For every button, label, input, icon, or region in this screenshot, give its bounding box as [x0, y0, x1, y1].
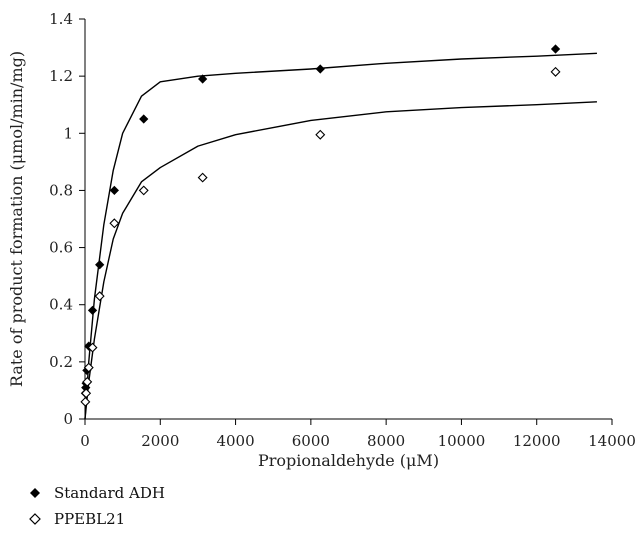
- legend-item-ppebl21: PPEBL21: [28, 506, 165, 532]
- y-tick-label: 0.8: [49, 181, 73, 199]
- data-point-standard-adh: [139, 114, 149, 124]
- y-tick-label: 1.2: [49, 67, 73, 85]
- chart-svg: 0 2000 4000 6000 8000 10000 12000 14000 0 0.2 0.4 0…: [7, 10, 636, 470]
- data-point-ppebl21: [109, 218, 120, 229]
- data-point-ppebl21: [197, 172, 208, 183]
- data-point-ppebl21: [80, 396, 91, 407]
- x-tick-label: 0: [80, 432, 90, 450]
- x-tick-label: 10000: [438, 432, 486, 450]
- axis-labels-layer: 0 2000 4000 6000 8000 10000 12000 14000 0 0.2 0.4 0…: [7, 10, 636, 470]
- fit-curve-series-1: [84, 101, 597, 420]
- x-axis-title: Propionaldehyde (μM): [258, 451, 439, 470]
- data-point-ppebl21: [315, 129, 326, 140]
- x-tick-label: 12000: [513, 432, 561, 450]
- legend-item-standard-adh: Standard ADH: [28, 480, 165, 506]
- y-tick-label: 1.4: [49, 10, 73, 28]
- x-tick-label: 2000: [141, 432, 179, 450]
- data-point-standard-adh: [198, 74, 208, 84]
- y-tick-label: 0: [63, 410, 73, 428]
- data-point-ppebl21: [550, 66, 561, 77]
- data-point-ppebl21: [94, 291, 105, 302]
- data-point-ppebl21: [82, 376, 93, 387]
- x-tick-label: 8000: [367, 432, 405, 450]
- data-point-standard-adh: [87, 305, 98, 316]
- data-point-standard-adh: [315, 64, 325, 74]
- axes-layer: [79, 18, 613, 425]
- y-tick-label: 0.2: [49, 353, 73, 371]
- legend-label-ppebl21: PPEBL21: [54, 510, 126, 528]
- data-point-standard-adh: [550, 44, 561, 54]
- open-diamond-icon: [29, 513, 41, 525]
- fit-curves-layer: [84, 52, 597, 420]
- fit-curve-series-0: [84, 52, 597, 420]
- data-points-layer: [80, 44, 561, 407]
- x-tick-label: 4000: [216, 432, 254, 450]
- data-point-ppebl21: [87, 342, 98, 353]
- data-point-ppebl21: [83, 362, 94, 373]
- y-tick-label: 0.6: [49, 239, 73, 257]
- legend: Standard ADH PPEBL21: [28, 480, 165, 532]
- data-point-ppebl21: [138, 185, 149, 196]
- data-point-standard-adh: [109, 185, 119, 196]
- data-point-standard-adh: [95, 260, 105, 270]
- y-tick-label: 0.4: [49, 296, 73, 314]
- data-point-ppebl21: [81, 388, 92, 399]
- y-tick-label: 1: [63, 124, 73, 142]
- x-tick-label: 6000: [292, 432, 330, 450]
- legend-label-standard-adh: Standard ADH: [54, 484, 165, 502]
- y-axis-title: Rate of product formation (μmol/min/mg): [7, 51, 26, 387]
- filled-diamond-icon: [30, 488, 40, 498]
- x-tick-label: 14000: [588, 432, 636, 450]
